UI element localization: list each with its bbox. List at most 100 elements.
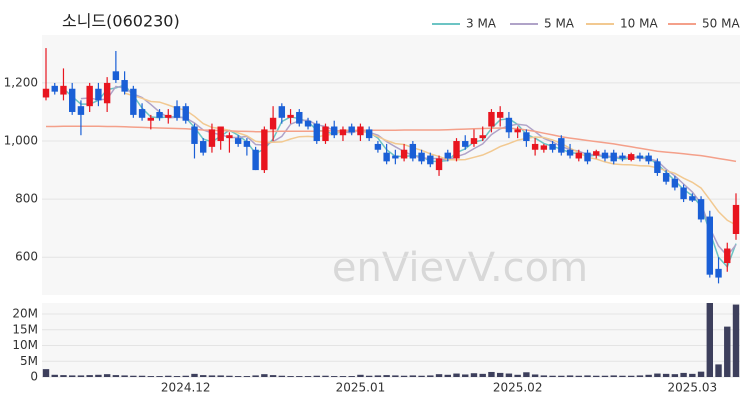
volume-bar — [95, 374, 102, 377]
candle-body — [531, 143, 539, 150]
candle-body — [697, 199, 705, 220]
volume-bar — [130, 375, 137, 377]
candle-body — [383, 152, 390, 162]
candle-body — [374, 143, 382, 150]
candle-body — [540, 145, 548, 150]
candle-body — [42, 88, 50, 98]
candle-body — [706, 216, 713, 275]
volume-bar — [287, 376, 294, 377]
y-tick-label: 1,200 — [4, 75, 38, 89]
x-tick-label: 2024.12 — [161, 381, 211, 395]
volume-bar — [304, 376, 312, 377]
volume-bar — [208, 375, 216, 377]
candle-body — [496, 111, 504, 118]
candle-body — [575, 152, 582, 159]
candle-body — [357, 126, 364, 136]
y-tick-label: 10M — [12, 338, 38, 352]
candle-body — [130, 88, 137, 115]
candle-body — [156, 111, 163, 118]
volume-bar — [278, 375, 286, 377]
volume-bar — [566, 375, 574, 377]
volume-bar — [269, 375, 277, 377]
volume-bar — [322, 375, 329, 377]
volume-bar — [374, 375, 382, 377]
candle-body — [173, 106, 181, 118]
volume-plot-area — [42, 303, 740, 377]
chart-title: 소니드(060230) — [62, 12, 180, 31]
candle-body — [138, 109, 146, 118]
candle-body — [269, 117, 277, 130]
candle-body — [627, 154, 635, 160]
volume-bar — [662, 373, 670, 377]
candle-body — [112, 71, 120, 81]
volume-bar — [409, 375, 417, 377]
candle-body — [715, 268, 722, 278]
candle-body — [671, 178, 679, 188]
volume-bar — [400, 375, 408, 377]
candle-body — [514, 129, 521, 133]
volume-bar — [453, 373, 460, 377]
candle-body — [121, 80, 128, 92]
y-tick-label: 1,000 — [4, 134, 38, 148]
volume-bar — [427, 375, 434, 377]
volume-bar — [435, 374, 443, 377]
volume-bar — [86, 375, 93, 377]
volume-bar — [627, 375, 635, 377]
x-tick-label: 2025.01 — [336, 381, 386, 395]
candle-body — [208, 129, 216, 147]
volume-bar — [217, 375, 224, 377]
volume-bar — [392, 375, 399, 377]
volume-bar — [60, 375, 67, 377]
candle-body — [296, 111, 303, 124]
candle-body — [69, 88, 76, 112]
candle-body — [427, 155, 434, 165]
volume-bar — [418, 375, 425, 377]
volume-bar — [138, 375, 146, 377]
volume-bar — [42, 369, 50, 377]
candle-body — [322, 126, 329, 142]
volume-bar — [654, 373, 661, 377]
volume-bar — [715, 364, 722, 377]
volume-bar — [51, 374, 58, 377]
candle-body — [462, 141, 469, 147]
volume-bar — [252, 375, 259, 377]
volume-bar — [462, 374, 469, 377]
legend-label: 5 MA — [544, 17, 575, 31]
candle-body — [470, 138, 478, 144]
candle-body — [191, 126, 198, 144]
candle-body — [636, 155, 644, 159]
volume-bar — [191, 373, 198, 377]
candle-body — [392, 155, 399, 159]
volume-bar — [523, 372, 530, 377]
candle-body — [593, 151, 600, 156]
candle-body — [304, 120, 312, 127]
candle-body — [60, 85, 67, 95]
candle-body — [243, 141, 251, 147]
volume-bar — [496, 372, 504, 377]
volume-bar — [69, 375, 76, 377]
volume-bar — [261, 374, 268, 377]
candle-body — [584, 152, 591, 162]
candle-body — [654, 161, 661, 173]
candle-body — [689, 196, 696, 201]
volume-bar — [103, 374, 111, 377]
volume-bar — [348, 376, 355, 377]
candle-body — [680, 187, 687, 200]
volume-bar — [331, 376, 338, 377]
candle-body — [453, 141, 460, 159]
candle-body — [226, 135, 233, 139]
candle-body — [724, 248, 731, 264]
volume-bar — [444, 374, 451, 377]
candle-body — [409, 143, 417, 159]
candle-body — [418, 152, 425, 162]
volume-bar — [470, 373, 478, 377]
volume-bar — [697, 371, 705, 377]
candle-body — [200, 141, 207, 153]
candle-body — [610, 152, 617, 162]
volume-bar — [593, 375, 600, 377]
volume-bar — [296, 376, 303, 377]
candle-body — [287, 114, 294, 118]
volume-bar — [689, 373, 696, 377]
volume-bar — [724, 326, 731, 377]
